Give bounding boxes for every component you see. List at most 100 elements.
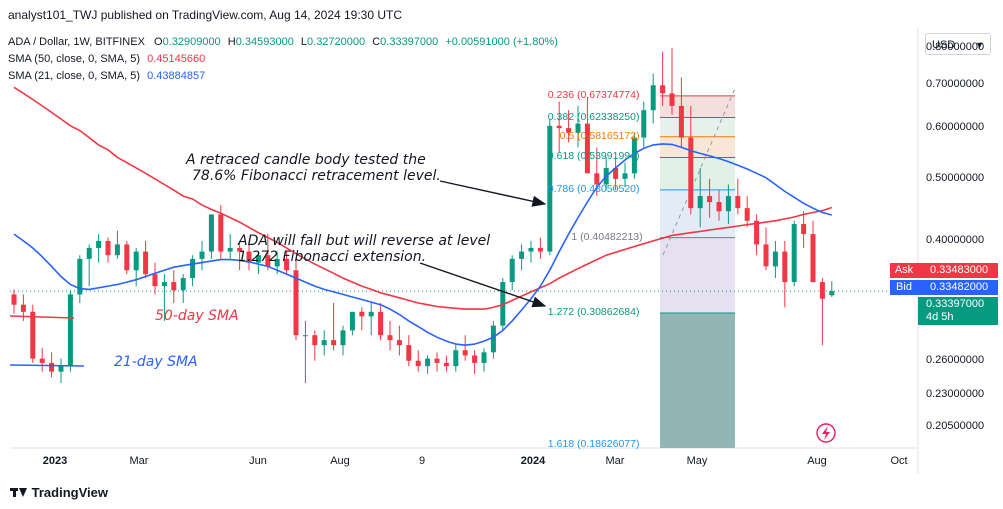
- candle[interactable]: [725, 184, 731, 225]
- candle[interactable]: [86, 244, 92, 287]
- candle[interactable]: [707, 178, 713, 218]
- sma21-label-line: [9, 364, 85, 367]
- candle[interactable]: [556, 101, 562, 153]
- candle[interactable]: [791, 220, 797, 287]
- candle[interactable]: [782, 240, 788, 308]
- candle[interactable]: [829, 281, 835, 297]
- candle[interactable]: [105, 237, 111, 263]
- candle[interactable]: [180, 274, 186, 303]
- candle[interactable]: [481, 348, 487, 372]
- candle[interactable]: [801, 211, 807, 248]
- candle[interactable]: [772, 240, 778, 279]
- fib-zone-4: [660, 189, 735, 238]
- candle[interactable]: [697, 167, 703, 228]
- candle[interactable]: [641, 101, 647, 148]
- candle[interactable]: [810, 220, 816, 283]
- candle[interactable]: [246, 244, 252, 271]
- candle[interactable]: [321, 330, 327, 356]
- candle[interactable]: [819, 278, 825, 346]
- candle[interactable]: [425, 355, 431, 374]
- candle[interactable]: [434, 352, 440, 372]
- candle[interactable]: [114, 230, 120, 259]
- candle[interactable]: [387, 320, 393, 351]
- candle[interactable]: [490, 320, 496, 359]
- candle[interactable]: [688, 105, 694, 215]
- candle[interactable]: [67, 290, 73, 372]
- candle[interactable]: [631, 132, 637, 179]
- candle[interactable]: [284, 251, 290, 275]
- candle[interactable]: [161, 274, 167, 321]
- candle[interactable]: [584, 97, 590, 174]
- candle[interactable]: [443, 355, 449, 372]
- candle-body: [58, 366, 64, 372]
- candle[interactable]: [678, 77, 684, 148]
- candle[interactable]: [255, 251, 261, 275]
- candle[interactable]: [763, 227, 769, 271]
- candle[interactable]: [265, 234, 271, 271]
- tradingview-logo[interactable]: TradingView: [10, 485, 108, 500]
- sma50-line[interactable]: [13, 86, 833, 310]
- candle[interactable]: [472, 350, 478, 374]
- candle[interactable]: [227, 234, 233, 259]
- sma21-line[interactable]: [13, 143, 833, 347]
- candle[interactable]: [406, 335, 412, 367]
- candle[interactable]: [575, 105, 581, 148]
- annotation-arrow-1: [439, 180, 547, 207]
- candle[interactable]: [453, 345, 459, 372]
- candle[interactable]: [312, 330, 318, 361]
- candle[interactable]: [735, 178, 741, 215]
- candle[interactable]: [359, 307, 365, 331]
- candle[interactable]: [237, 240, 243, 271]
- candle[interactable]: [716, 190, 722, 221]
- candle[interactable]: [208, 214, 214, 259]
- candle[interactable]: [660, 51, 666, 106]
- candle[interactable]: [96, 234, 102, 263]
- candle[interactable]: [11, 289, 17, 314]
- legend-ohlc-row: ADA / Dollar, 1W, BITFINEX O0.32909000 H…: [8, 36, 558, 48]
- candle[interactable]: [650, 73, 656, 124]
- candle-body: [20, 304, 26, 312]
- candle[interactable]: [302, 320, 308, 384]
- lightning-icon[interactable]: [816, 423, 836, 443]
- currency-selector[interactable]: USD ▼: [925, 33, 991, 55]
- candle[interactable]: [462, 335, 468, 361]
- candle[interactable]: [349, 311, 355, 336]
- candle-body: [716, 202, 722, 212]
- candle[interactable]: [143, 240, 149, 279]
- candle-body: [566, 128, 572, 133]
- candle[interactable]: [152, 262, 158, 295]
- fib-trend-line[interactable]: [662, 85, 737, 256]
- candle[interactable]: [566, 110, 572, 143]
- candle[interactable]: [340, 325, 346, 356]
- candle[interactable]: [190, 255, 196, 287]
- legend-sma21-row[interactable]: SMA (21, close, 0, SMA, 5) 0.43884857: [8, 70, 205, 82]
- candle[interactable]: [669, 48, 675, 115]
- candle[interactable]: [293, 258, 299, 341]
- legend-sma50-row[interactable]: SMA (50, close, 0, SMA, 5) 0.45145660: [8, 53, 205, 65]
- candle[interactable]: [199, 240, 205, 271]
- candle[interactable]: [171, 270, 177, 303]
- candle-body: [528, 247, 534, 252]
- candle[interactable]: [519, 244, 525, 271]
- candle[interactable]: [613, 157, 619, 191]
- candle[interactable]: [547, 119, 553, 256]
- candle[interactable]: [124, 240, 130, 275]
- candle[interactable]: [754, 214, 760, 256]
- candle[interactable]: [622, 162, 628, 188]
- candle[interactable]: [415, 350, 421, 372]
- fib-label-0.5: 0.5 (0.58165172): [559, 129, 640, 142]
- candle[interactable]: [58, 358, 64, 384]
- candle[interactable]: [39, 348, 45, 372]
- candle[interactable]: [331, 302, 337, 351]
- candle[interactable]: [378, 302, 384, 341]
- header: analyst101_TWJ published on TradingView.…: [0, 0, 1003, 28]
- candle[interactable]: [744, 196, 750, 228]
- candle[interactable]: [537, 237, 543, 259]
- candle[interactable]: [528, 240, 534, 263]
- candle[interactable]: [509, 255, 515, 291]
- candle[interactable]: [396, 325, 402, 356]
- candle[interactable]: [30, 304, 36, 363]
- candle[interactable]: [368, 302, 374, 336]
- candle[interactable]: [77, 255, 83, 303]
